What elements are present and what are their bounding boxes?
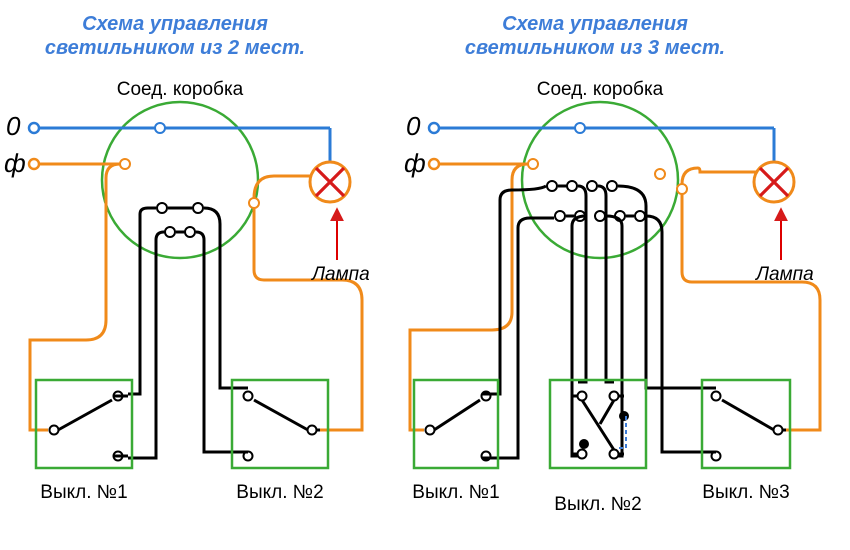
wire-j-sw2-d [606, 216, 622, 456]
neutral-junction-dot [155, 123, 165, 133]
phase-junction-dot [528, 159, 538, 169]
trav-dot-a [157, 203, 167, 213]
wire-j-sw3-b [646, 216, 708, 452]
wire-j-sw2-c [572, 216, 586, 456]
sw3-label: Выкл. №3 [702, 482, 789, 503]
phase-terminal [429, 159, 439, 169]
neutral-symbol: 0 [406, 111, 421, 141]
neutral-junction-dot [575, 123, 585, 133]
junction-box [102, 102, 258, 258]
junction-label: Соед. коробка [537, 79, 664, 100]
phase-junction-dot3 [655, 169, 665, 179]
junction-label: Соед. коробка [117, 79, 244, 100]
wire-phase-to-sw1 [410, 164, 528, 430]
wire-trav-sw1-lower [128, 232, 166, 458]
wire-trav-sw1-upper [128, 208, 156, 394]
trav-dot-b [193, 203, 203, 213]
wire-junction-to-lamp [682, 168, 756, 184]
switch-2 [232, 380, 328, 468]
wire-phase-to-sw1 [30, 164, 120, 430]
lamp-label: Лампа [754, 264, 814, 285]
wire-sw1-t2 [494, 218, 554, 458]
switch-2-intermediate [550, 380, 646, 468]
phase-junction-dot [120, 159, 130, 169]
wiring-diagram: Схема управления светильником из 2 мест.… [0, 0, 850, 550]
wire-sw2-to-junction [254, 208, 362, 430]
phase-junction-dot2 [249, 198, 259, 208]
title-line2: светильником из 2 мест. [45, 37, 305, 59]
phase-symbol: ф [4, 148, 26, 178]
lamp-icon [754, 162, 794, 202]
sw2-label: Выкл. №2 [554, 494, 641, 515]
switch-3 [702, 380, 790, 468]
title-line1: Схема управления [82, 13, 268, 35]
junction-box [522, 102, 678, 258]
phase-junction-dot2 [677, 184, 687, 194]
diagram-2places: Схема управления светильником из 2 мест.… [4, 13, 370, 503]
title-line2: светильником из 3 мест. [465, 37, 725, 59]
sw2-label: Выкл. №2 [236, 482, 323, 503]
neutral-terminal [429, 123, 439, 133]
trav-dot-d [185, 227, 195, 237]
lamp-icon [310, 162, 350, 202]
wire-trav-sw2-upper [204, 208, 238, 388]
phase-terminal [29, 159, 39, 169]
wire-junction-to-lamp [254, 176, 312, 198]
switch-1 [36, 380, 132, 468]
trav-dot-c [165, 227, 175, 237]
sw1-label: Выкл. №1 [40, 482, 127, 503]
phase-symbol: ф [404, 148, 426, 178]
title-line1: Схема управления [502, 13, 688, 35]
diagram-3places: Схема управления светильником из 3 мест.… [404, 13, 820, 515]
neutral-symbol: 0 [6, 111, 21, 141]
sw1-label: Выкл. №1 [412, 482, 499, 503]
lamp-label: Лампа [310, 264, 370, 285]
neutral-terminal [29, 123, 39, 133]
switch-1 [414, 380, 498, 468]
